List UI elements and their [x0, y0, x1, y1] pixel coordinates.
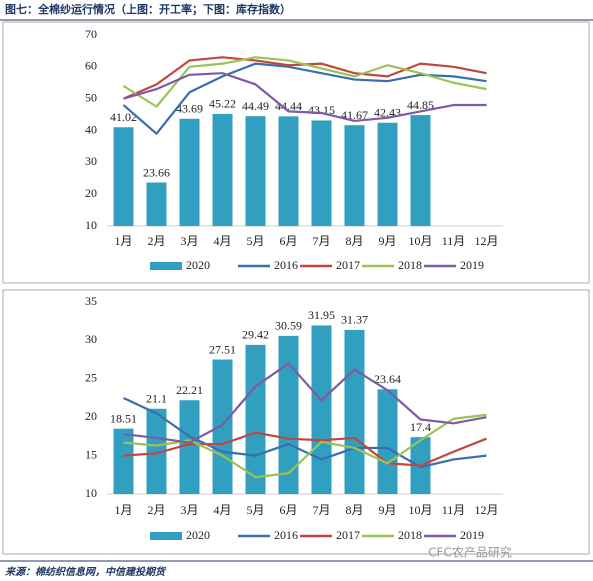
- source: 来源：棉纺织信息网，中信建投期货: [5, 566, 167, 578]
- x-tick-label: 3月: [180, 234, 198, 248]
- line: [123, 413, 487, 479]
- value-label: 18.51: [110, 411, 137, 425]
- bar: [377, 389, 398, 494]
- chart-frame: [2, 21, 590, 284]
- line: [123, 397, 487, 469]
- y-tick-label: 70: [85, 27, 97, 41]
- y-tick-label: 10: [85, 218, 97, 232]
- legend-swatch: [150, 262, 182, 270]
- value-label: 43.69: [176, 102, 203, 116]
- value-label: 23.64: [374, 372, 401, 386]
- x-tick-label: 7月: [312, 503, 330, 517]
- bar: [179, 118, 200, 226]
- page-title: 图七：全棉纱运行情况（上图：开工率；下图：库存指数）: [5, 2, 291, 16]
- value-label: 41.02: [110, 110, 137, 124]
- value-label: 44.44: [275, 99, 302, 113]
- x-tick-label: 12月: [474, 234, 498, 248]
- y-tick-label: 40: [85, 122, 97, 136]
- x-tick-label: 12月: [474, 503, 498, 517]
- chart-frame: [2, 289, 590, 555]
- bar: [146, 408, 167, 494]
- legend-label: 2018: [398, 258, 422, 272]
- legend-label: 2017: [336, 258, 360, 272]
- x-tick-label: 5月: [246, 234, 264, 248]
- y-tick-label: 20: [85, 409, 97, 423]
- x-tick-label: 1月: [114, 234, 132, 248]
- legend-label: 2019: [460, 528, 484, 542]
- x-tick-label: 4月: [213, 503, 231, 517]
- value-label: 31.95: [308, 308, 335, 322]
- x-tick-label: 11月: [442, 503, 466, 517]
- value-label: 22.21: [176, 383, 203, 397]
- bar: [212, 359, 233, 494]
- y-tick-label: 35: [85, 294, 97, 308]
- x-tick-label: 2月: [147, 503, 165, 517]
- x-tick-label: 3月: [180, 503, 198, 517]
- x-tick-label: 6月: [279, 234, 297, 248]
- x-tick-label: 5月: [246, 503, 264, 517]
- bar: [113, 428, 134, 494]
- line: [122, 56, 487, 108]
- bar: [278, 335, 299, 494]
- x-tick-label: 11月: [442, 234, 466, 248]
- y-tick-label: 60: [85, 59, 97, 73]
- x-tick-label: 7月: [312, 234, 330, 248]
- y-tick-label: 20: [85, 186, 97, 200]
- legend-label: 2016: [274, 528, 298, 542]
- value-label: 21.1: [146, 392, 167, 406]
- bar: [311, 120, 332, 226]
- legend-swatch: [150, 532, 182, 540]
- bar: [311, 325, 332, 494]
- x-tick-label: 9月: [378, 503, 396, 517]
- value-label: 29.42: [242, 328, 269, 342]
- bar: [113, 127, 134, 226]
- legend-label: 2016: [274, 258, 298, 272]
- x-tick-label: 8月: [345, 503, 363, 517]
- y-tick-label: 30: [85, 154, 97, 168]
- value-label: 23.66: [143, 165, 170, 179]
- bar: [146, 182, 167, 226]
- bar: [278, 116, 299, 226]
- line: [123, 431, 487, 467]
- legend-label: 2020: [186, 258, 210, 272]
- bar: [377, 122, 398, 226]
- x-tick-label: 4月: [213, 234, 231, 248]
- bar: [344, 125, 365, 226]
- y-tick-label: 30: [85, 332, 97, 346]
- bar: [179, 400, 200, 494]
- legend-label: 2017: [336, 528, 360, 542]
- x-tick-label: 6月: [279, 503, 297, 517]
- value-label: 44.85: [407, 98, 434, 112]
- value-label: 45.22: [209, 97, 236, 111]
- y-tick-label: 10: [85, 486, 97, 500]
- y-tick-label: 15: [85, 447, 97, 461]
- x-tick-label: 10月: [408, 234, 432, 248]
- x-tick-label: 2月: [147, 234, 165, 248]
- bar: [344, 329, 365, 494]
- legend-label: 2018: [398, 528, 422, 542]
- value-label: 17.4: [410, 420, 431, 434]
- x-tick-label: 1月: [114, 503, 132, 517]
- x-tick-label: 8月: [345, 234, 363, 248]
- value-label: 31.37: [341, 313, 368, 327]
- y-tick-label: 25: [85, 371, 97, 385]
- legend-label: 2019: [460, 258, 484, 272]
- watermark: CFC农产品研究: [428, 545, 512, 560]
- line: [123, 362, 487, 444]
- bar: [245, 116, 266, 226]
- line: [123, 72, 487, 123]
- bar: [212, 113, 233, 226]
- value-label: 44.49: [242, 99, 269, 113]
- bar: [410, 115, 431, 226]
- value-label: 30.59: [275, 319, 302, 333]
- y-tick-label: 50: [85, 90, 97, 104]
- x-tick-label: 10月: [408, 503, 432, 517]
- x-tick-label: 9月: [378, 234, 396, 248]
- value-label: 27.51: [209, 342, 236, 356]
- legend-label: 2020: [186, 528, 210, 542]
